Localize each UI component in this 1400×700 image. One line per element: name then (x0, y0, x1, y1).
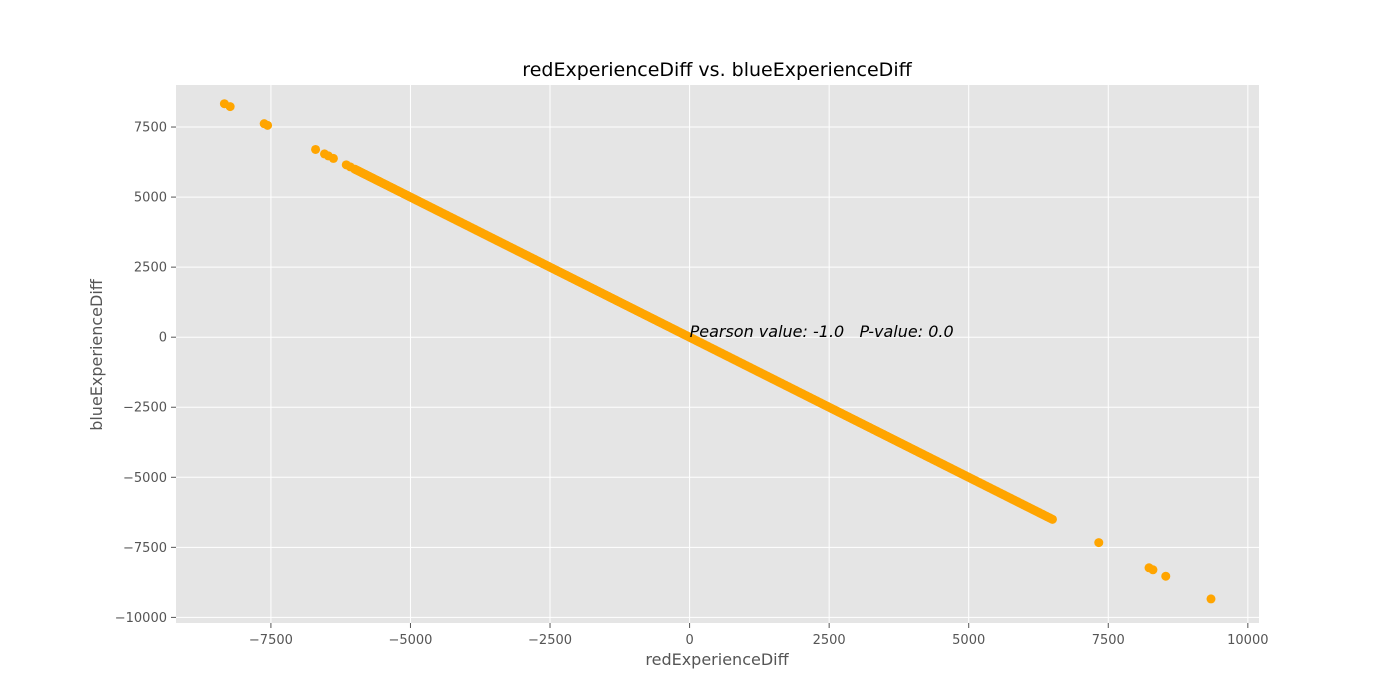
data-point (328, 153, 338, 163)
x-tick-label: 2500 (813, 633, 846, 648)
y-tick-label: −2500 (123, 401, 167, 416)
y-tick-label: 7500 (134, 121, 167, 136)
y-tick-label: 0 (159, 331, 167, 346)
y-axis-ticks: −10000 −7500 −5000 −2500 0 2500 5000 7500 (115, 121, 176, 626)
x-tick-label: −5000 (388, 633, 432, 648)
x-axis-label: redExperienceDiff (645, 650, 789, 669)
y-tick-label: −10000 (115, 611, 167, 626)
x-axis-ticks: −7500 −5000 −2500 0 2500 5000 7500 10000 (249, 623, 1269, 648)
chart-title: redExperienceDiff vs. blueExperienceDiff (522, 59, 912, 81)
annotation-text: Pearson value: -1.0 P-value: 0.0 (690, 322, 954, 341)
x-tick-label: 0 (685, 633, 693, 648)
x-tick-label: 7500 (1092, 633, 1125, 648)
y-tick-label: 5000 (134, 191, 167, 206)
data-point (1047, 514, 1057, 524)
data-points (219, 99, 1216, 604)
data-point (225, 102, 235, 112)
x-tick-label: 5000 (952, 633, 985, 648)
x-tick-label: −7500 (249, 633, 293, 648)
grid-lines (176, 85, 1259, 623)
y-tick-label: 2500 (134, 261, 167, 276)
y-tick-label: −7500 (123, 541, 167, 556)
data-point (1161, 571, 1171, 581)
data-point (311, 144, 321, 154)
data-point (1094, 538, 1104, 548)
x-tick-label: 10000 (1227, 633, 1268, 648)
y-tick-label: −5000 (123, 471, 167, 486)
data-point (1148, 565, 1158, 575)
x-tick-label: −2500 (528, 633, 572, 648)
data-point (263, 120, 273, 130)
y-axis-label: blueExperienceDiff (87, 278, 106, 431)
data-point (1206, 594, 1216, 604)
